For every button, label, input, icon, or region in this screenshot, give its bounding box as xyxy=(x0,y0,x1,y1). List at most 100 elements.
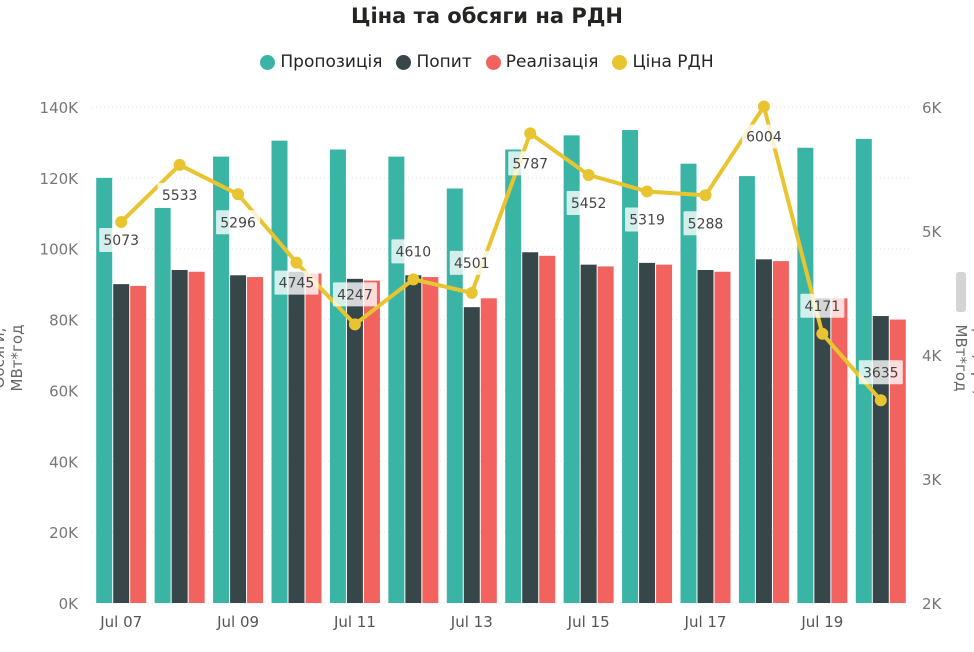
price-data-label: 4247 xyxy=(337,287,373,303)
price-label-bg xyxy=(858,360,903,385)
bar-demand xyxy=(522,252,539,603)
bar-realization xyxy=(363,280,380,603)
price-label-bg xyxy=(391,239,436,264)
y-tick-label-right: 2K xyxy=(922,595,943,613)
price-label-bg xyxy=(800,293,845,318)
chart-title: Ціна та обсяги на РДН xyxy=(350,4,623,28)
price-label-bg xyxy=(157,182,202,207)
bar-supply xyxy=(797,147,814,603)
price-label-bg xyxy=(741,124,786,149)
legend-supply-label: Пропозиція xyxy=(280,52,383,72)
bar-supply xyxy=(329,149,346,603)
bar-supply xyxy=(505,149,522,603)
price-data-label: 5533 xyxy=(162,188,198,204)
legend-realization-label: Реалізація xyxy=(505,52,599,72)
y-tick-label-left: 40K xyxy=(49,453,79,471)
price-label-bg xyxy=(99,227,144,252)
x-tick-label: Jul 19 xyxy=(800,613,843,631)
legend-realization-swatch xyxy=(485,54,501,70)
legend-demand-label: Попит xyxy=(416,52,472,72)
price-data-label: 5288 xyxy=(688,216,724,232)
bar-realization xyxy=(656,264,673,603)
price-data-label: 4610 xyxy=(396,244,432,260)
price-point xyxy=(524,127,537,140)
price-point xyxy=(641,185,654,198)
bar-realization xyxy=(831,298,848,603)
price-label-bg xyxy=(216,210,261,235)
y-tick-label-left: 120K xyxy=(40,170,80,188)
bar-realization xyxy=(889,319,906,603)
bar-supply xyxy=(738,176,755,604)
bar-demand xyxy=(171,269,188,603)
bar-realization xyxy=(247,277,264,603)
bar-realization xyxy=(188,271,205,603)
price-point xyxy=(465,286,478,299)
bar-realization xyxy=(714,271,731,603)
bar-demand xyxy=(113,284,130,603)
price-label-bg xyxy=(566,190,611,215)
price-point xyxy=(348,318,361,331)
bar-demand xyxy=(697,269,714,603)
x-tick-label: Jul 17 xyxy=(684,613,727,631)
bar-supply xyxy=(96,177,113,603)
bar-demand xyxy=(288,271,305,603)
price-data-label: 5787 xyxy=(512,156,548,172)
price-data-label: 5319 xyxy=(629,212,665,228)
bar-realization xyxy=(480,298,497,603)
bar-supply xyxy=(680,163,697,603)
x-tick-label: Jul 11 xyxy=(333,613,376,631)
price-data-label: 5296 xyxy=(220,215,256,231)
y-tick-label-left: 100K xyxy=(40,241,80,259)
y-tick-label-right: 3K xyxy=(922,471,943,489)
bar-realization xyxy=(772,261,789,603)
bar-supply xyxy=(213,156,230,603)
bar-supply xyxy=(446,188,463,603)
price-label-bg xyxy=(449,250,494,275)
price-point xyxy=(115,215,128,228)
price-label-bg xyxy=(508,151,553,176)
price-data-label: 6004 xyxy=(746,130,782,146)
legend-item-supply[interactable]: Пропозиція xyxy=(260,52,382,72)
bar-demand xyxy=(230,275,247,603)
bar-demand xyxy=(639,262,656,603)
legend: Пропозиція Попит Реалізація Ціна РДН xyxy=(0,52,974,72)
legend-supply-swatch xyxy=(260,54,276,70)
price-data-label: 5073 xyxy=(103,233,139,249)
price-label-bg xyxy=(332,282,377,307)
price-data-label: 3635 xyxy=(863,365,899,381)
y-tick-label-left: 20K xyxy=(49,524,79,542)
price-point xyxy=(407,273,420,286)
price-data-label: 5452 xyxy=(571,196,607,212)
price-line xyxy=(119,104,883,402)
bar-demand xyxy=(872,316,889,603)
legend-item-price[interactable]: Ціна РДН xyxy=(612,52,714,72)
price-label-bg xyxy=(625,207,670,232)
price-data-label: 4501 xyxy=(454,256,490,272)
y-tick-label-left: 60K xyxy=(49,382,79,400)
legend-price-swatch xyxy=(612,54,628,70)
legend-item-demand[interactable]: Попит xyxy=(396,52,472,72)
bar-demand xyxy=(814,298,831,603)
price-data-label: 4171 xyxy=(805,299,841,315)
price-point xyxy=(874,394,887,407)
price-point xyxy=(699,189,712,202)
price-data-label: 4745 xyxy=(279,276,315,292)
bar-demand xyxy=(755,259,772,603)
bar-demand xyxy=(580,264,597,603)
bar-demand xyxy=(405,275,422,603)
bar-supply xyxy=(388,156,405,603)
price-point xyxy=(757,100,770,113)
price-label-bg xyxy=(683,211,728,236)
legend-item-realization[interactable]: Реалізація xyxy=(485,52,599,72)
bar-realization xyxy=(539,255,556,604)
bar-realization xyxy=(422,277,439,603)
y-tick-label-right: 5K xyxy=(922,223,943,241)
price-point xyxy=(232,188,245,201)
bar-demand xyxy=(346,278,363,603)
bar-supply xyxy=(271,140,288,603)
bar-realization xyxy=(597,266,614,603)
scrollbar[interactable] xyxy=(956,272,966,312)
price-point xyxy=(290,256,303,269)
